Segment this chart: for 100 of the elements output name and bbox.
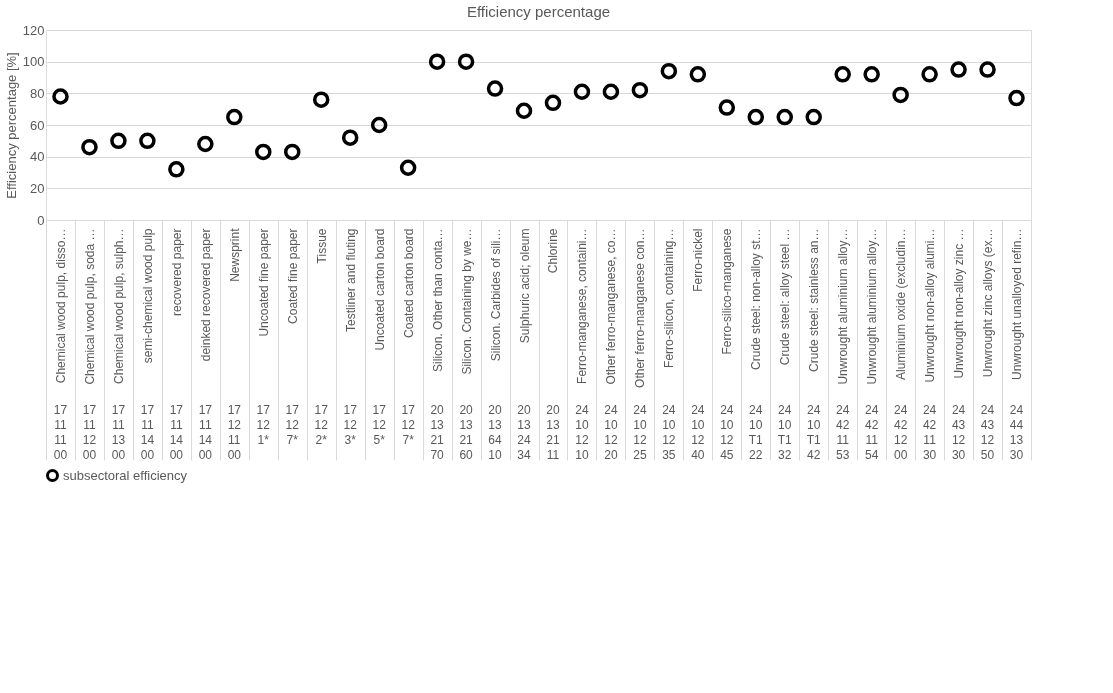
point <box>255 143 272 161</box>
point <box>631 81 649 99</box>
text: 17 12 7* <box>285 403 300 447</box>
point <box>573 83 591 101</box>
x-tick-label: Silicon. Containing by we… <box>459 228 474 375</box>
y-tick-label: 100 <box>22 54 45 70</box>
x-tick-label: Other ferro-manganese con… <box>633 228 648 388</box>
point <box>660 62 678 80</box>
x-tick-label: Coated carton board <box>401 228 416 338</box>
text: 17 12 11 00 <box>227 403 242 462</box>
text: 24 10 12 35 <box>662 403 676 462</box>
point <box>139 132 156 150</box>
text: 17 11 14 00 <box>169 403 184 462</box>
x-tick-label: Unwrought aluminium alloy… <box>836 228 851 385</box>
point <box>457 53 475 70</box>
x-tick-label: recovered paper <box>169 228 184 316</box>
point <box>950 61 967 78</box>
x-tick-label: Aluminium oxide (excludin… <box>894 228 909 380</box>
legend-label: subsectoral efficiency <box>63 467 188 483</box>
point <box>515 102 533 120</box>
text: 24 10 T1 32 <box>777 403 793 462</box>
point <box>399 159 417 177</box>
text: 24 10 12 20 <box>604 403 618 462</box>
point <box>52 88 69 105</box>
point <box>544 94 562 112</box>
text: 24 42 11 53 <box>836 403 850 462</box>
y-tick-label: 40 <box>30 149 45 165</box>
point <box>718 99 736 116</box>
point <box>689 66 707 83</box>
text: 24 10 T1 22 <box>748 403 764 462</box>
x-tick-label: Crude steel: stainless an… <box>807 228 822 372</box>
x-tick-label: Other ferro-manganese, co… <box>604 228 619 385</box>
x-tick-label: Uncoated fine paper <box>256 228 271 337</box>
text: 17 11 11 00 <box>53 403 68 462</box>
y-axis-title: Efficiency percentage [%] <box>3 52 19 199</box>
text: 24 44 13 30 <box>1009 403 1024 462</box>
x-tick-label: Chemical wood pulp, sulph… <box>111 228 126 384</box>
text: 20 13 24 34 <box>517 403 532 462</box>
text: 24 42 11 54 <box>864 403 879 462</box>
x-tick-label: Chlorine <box>546 228 561 274</box>
point <box>197 135 214 153</box>
point <box>834 66 851 83</box>
point <box>168 161 185 178</box>
x-tick-label: Newsprint <box>227 227 242 282</box>
x-tick-label: Unwrought non-alloy zinc … <box>952 228 967 379</box>
point <box>110 132 127 150</box>
text: 17 11 12 00 <box>82 403 97 462</box>
point <box>979 61 996 78</box>
point <box>602 83 620 101</box>
text: 17 12 2* <box>314 403 329 447</box>
point <box>921 66 938 83</box>
x-tick-label: Testliner and fluting <box>343 228 358 332</box>
text: 24 42 12 00 <box>893 403 908 462</box>
text: 24 10 12 25 <box>633 403 647 462</box>
x-tick-label: Silicon. Carbides of sili… <box>488 228 503 362</box>
chart-title: Efficiency percentage <box>466 3 611 20</box>
text: 24 43 12 50 <box>980 403 995 462</box>
text: 17 12 3* <box>343 403 358 447</box>
y-tick-label: 120 <box>22 22 45 38</box>
point <box>341 129 359 146</box>
text: 20 13 21 60 <box>459 403 474 462</box>
x-tick-label: Uncoated carton board <box>372 228 387 351</box>
y-tick-label: 80 <box>30 85 45 101</box>
x-tick-label: Unwrought non-alloy alumi… <box>923 228 938 383</box>
x-tick-label: Ferro-nickel <box>691 228 706 292</box>
x-tick-label: Ferro-manganese, containi… <box>575 228 590 384</box>
text: 24 42 11 30 <box>922 403 937 462</box>
text: 17 12 5* <box>372 403 387 447</box>
text: 17 12 1* <box>256 403 271 447</box>
x-tick-label: Unwrought aluminium alloy… <box>865 228 880 385</box>
point <box>747 108 765 126</box>
text: 20 13 21 70 <box>430 403 445 462</box>
point <box>892 86 909 104</box>
point <box>428 53 446 70</box>
x-tick-label: Sulphuric acid; oleum <box>517 228 532 344</box>
point <box>81 138 98 156</box>
text: 20 13 21 11 <box>546 403 560 462</box>
x-tick-label: Chemical wood pulp, disso… <box>53 228 68 384</box>
y-tick-label: 60 <box>30 117 45 133</box>
y-tick-label: 20 <box>30 180 45 196</box>
x-tick-label: deinked recovered paper <box>198 228 213 362</box>
x-tick-label: Coated fine paper <box>285 228 300 324</box>
x-tick-label: Ferro-silicon, containing… <box>662 228 677 368</box>
point <box>863 66 880 83</box>
point <box>226 108 243 126</box>
point <box>1008 89 1025 107</box>
y-tick-label: 0 <box>37 212 45 228</box>
point <box>370 116 388 134</box>
point <box>486 80 504 97</box>
point <box>776 108 794 126</box>
text: 20 13 64 10 <box>488 403 503 462</box>
text: 17 11 14 00 <box>198 403 213 462</box>
point <box>312 91 330 108</box>
x-tick-label: Crude steel: non-alloy st… <box>749 228 764 370</box>
point <box>805 108 822 126</box>
text: 24 43 12 30 <box>951 403 966 462</box>
x-tick-label: Tissue <box>314 228 329 264</box>
text: 24 10 12 40 <box>691 403 705 462</box>
text: 24 10 T1 42 <box>806 403 822 462</box>
text: 24 10 12 45 <box>720 403 734 462</box>
